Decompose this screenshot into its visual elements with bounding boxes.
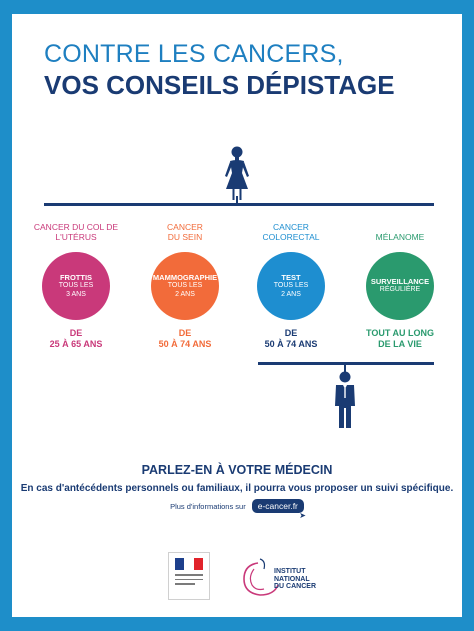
man-icon — [335, 371, 355, 428]
age-value: 50 À 74 ANS — [158, 339, 212, 349]
frame-bottom — [0, 617, 474, 631]
inca-logo — [243, 558, 279, 596]
info-text: Plus d'informations sur — [170, 501, 246, 511]
cursor-icon: ➤ — [299, 511, 306, 520]
age-prefix: DE — [69, 328, 83, 338]
connector-women — [236, 196, 238, 204]
screening-melanoma: MÉLANOME SURVEILLANCE RÉGULIÈRE TOUT AU … — [352, 222, 448, 350]
category-label: CANCER DU SEIN — [167, 222, 203, 242]
category-label: MÉLANOME — [375, 232, 425, 242]
title-line-2: VOS CONSEILS DÉPISTAGE — [44, 70, 395, 100]
cta-text: En cas d'antécédents personnels ou famil… — [20, 483, 454, 494]
age-range: DE 25 À 65 ANS — [28, 328, 124, 350]
age-range: DE 50 À 74 ANS — [243, 328, 339, 350]
frame-right — [462, 0, 474, 631]
age-value: DE LA VIE — [378, 339, 422, 349]
test-circle: FROTTIS TOUS LES 3 ANS — [42, 252, 110, 320]
timeline-women — [44, 203, 434, 206]
test-frequency: TOUS LES 2 ANS — [167, 282, 203, 298]
cta-block: PARLEZ-EN À VOTRE MÉDECIN En cas d'antéc… — [12, 462, 462, 495]
timeline-men — [258, 362, 434, 365]
test-circle: MAMMOGRAPHIE TOUS LES 2 ANS — [151, 252, 219, 320]
test-frequency: TOUS LES 3 ANS — [58, 282, 94, 298]
age-range: TOUT AU LONG DE LA VIE — [352, 328, 448, 350]
screening-colorectal: CANCER COLORECTAL TEST TOUS LES 2 ANS DE… — [243, 222, 339, 350]
test-name: MAMMOGRAPHIE — [152, 273, 218, 282]
age-range: DE 50 À 74 ANS — [137, 328, 233, 350]
category-label: CANCER DU COL DE L'UTÉRUS — [33, 222, 119, 242]
e-cancer-link[interactable]: e-cancer.fr ➤ — [251, 499, 306, 520]
test-frequency: RÉGULIÈRE — [379, 286, 421, 294]
info-row: Plus d'informations sur e-cancer.fr ➤ — [12, 499, 462, 520]
woman-icon — [225, 146, 249, 200]
age-prefix: DE — [178, 328, 192, 338]
logo-text-lines — [175, 574, 203, 585]
age-prefix: TOUT AU LONG — [366, 328, 434, 338]
cta-title: PARLEZ-EN À VOTRE MÉDECIN — [141, 463, 333, 477]
category-label: CANCER COLORECTAL — [262, 222, 320, 242]
test-name: FROTTIS — [59, 273, 93, 282]
test-circle: SURVEILLANCE RÉGULIÈRE — [366, 252, 434, 320]
frame-top — [0, 0, 474, 14]
test-circle: TEST TOUS LES 2 ANS — [257, 252, 325, 320]
link-label: e-cancer.fr — [257, 501, 298, 511]
age-value: 25 À 65 ANS — [49, 339, 103, 349]
connector-men — [344, 364, 346, 372]
test-name: SURVEILLANCE — [370, 277, 430, 287]
title-line-1: CONTRE LES CANCERS, — [44, 40, 344, 68]
republique-francaise-logo — [168, 552, 210, 600]
inca-logo-text: INSTITUT NATIONAL DU CANCER — [274, 568, 316, 590]
screening-breast: CANCER DU SEIN MAMMOGRAPHIE TOUS LES 2 A… — [137, 222, 233, 350]
age-value: 50 À 74 ANS — [264, 339, 318, 349]
test-frequency: TOUS LES 2 ANS — [273, 282, 309, 298]
screening-cervical: CANCER DU COL DE L'UTÉRUS FROTTIS TOUS L… — [28, 222, 124, 350]
flag-graphic — [175, 558, 203, 570]
frame-left — [0, 0, 12, 631]
test-name: TEST — [281, 273, 301, 282]
age-prefix: DE — [284, 328, 298, 338]
